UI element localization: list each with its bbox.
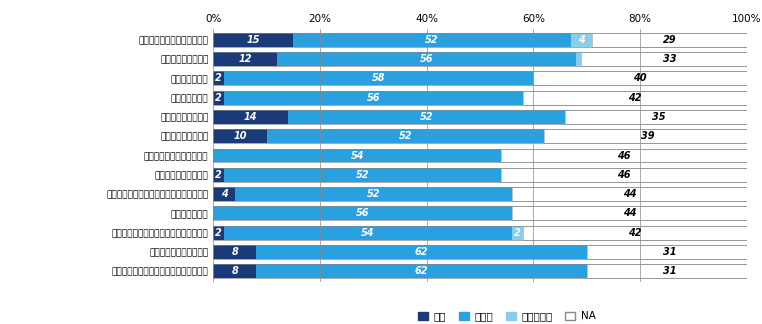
Text: 56: 56: [356, 208, 370, 218]
Text: 2: 2: [514, 228, 520, 238]
Bar: [587, 264, 752, 278]
Bar: [587, 245, 752, 259]
Text: 2: 2: [216, 73, 222, 83]
Text: 56: 56: [367, 93, 380, 103]
Text: 4: 4: [221, 189, 227, 199]
Text: 42: 42: [628, 228, 642, 238]
Bar: [213, 110, 288, 124]
Bar: [213, 129, 752, 143]
Text: 46: 46: [617, 151, 631, 160]
Bar: [224, 71, 533, 85]
Bar: [501, 149, 747, 162]
Bar: [213, 149, 501, 162]
Bar: [213, 91, 747, 105]
Bar: [213, 52, 277, 66]
Bar: [213, 52, 757, 66]
Bar: [512, 206, 747, 220]
Bar: [213, 33, 293, 47]
Text: 56: 56: [420, 54, 434, 64]
Bar: [581, 52, 757, 66]
Bar: [235, 187, 512, 201]
Text: 46: 46: [617, 170, 631, 180]
Bar: [523, 91, 747, 105]
Bar: [288, 110, 565, 124]
Text: 52: 52: [367, 189, 380, 199]
Bar: [213, 206, 747, 220]
Bar: [256, 264, 587, 278]
Bar: [213, 187, 235, 201]
Bar: [592, 33, 747, 47]
Text: 8: 8: [232, 266, 238, 276]
Bar: [213, 91, 224, 105]
Bar: [213, 129, 267, 143]
Bar: [544, 129, 752, 143]
Bar: [512, 187, 747, 201]
Text: 12: 12: [239, 54, 252, 64]
Text: 29: 29: [663, 35, 676, 45]
Bar: [213, 71, 747, 85]
Bar: [256, 245, 587, 259]
Text: 4: 4: [578, 35, 584, 45]
Bar: [213, 110, 752, 124]
Bar: [576, 52, 581, 66]
Bar: [224, 91, 523, 105]
Bar: [213, 206, 512, 220]
Text: 44: 44: [623, 208, 636, 218]
Text: 35: 35: [652, 112, 665, 122]
Bar: [277, 52, 576, 66]
Text: 14: 14: [244, 112, 258, 122]
Bar: [213, 33, 747, 47]
Bar: [213, 245, 256, 259]
Bar: [213, 264, 752, 278]
Text: 52: 52: [420, 112, 434, 122]
Text: 2: 2: [216, 170, 222, 180]
Text: 2: 2: [216, 228, 222, 238]
Text: 52: 52: [425, 35, 439, 45]
Text: 8: 8: [232, 247, 238, 257]
Bar: [213, 187, 747, 201]
Bar: [512, 226, 523, 240]
Text: 40: 40: [633, 73, 647, 83]
Text: 58: 58: [372, 73, 386, 83]
Bar: [213, 245, 752, 259]
Bar: [523, 226, 747, 240]
Bar: [224, 168, 501, 182]
Text: 31: 31: [663, 247, 676, 257]
Text: 33: 33: [663, 54, 676, 64]
Text: 44: 44: [623, 189, 636, 199]
Text: 54: 54: [361, 228, 375, 238]
Legend: はい, いいえ, わからない, NA: はい, いいえ, わからない, NA: [414, 307, 600, 324]
Text: 31: 31: [663, 266, 676, 276]
Bar: [267, 129, 544, 143]
Bar: [224, 226, 512, 240]
Bar: [213, 264, 256, 278]
Text: 2: 2: [216, 93, 222, 103]
Text: 54: 54: [351, 151, 364, 160]
Bar: [213, 226, 224, 240]
Bar: [571, 33, 592, 47]
Bar: [213, 168, 224, 182]
Text: 15: 15: [247, 35, 260, 45]
Bar: [213, 149, 747, 162]
Bar: [213, 71, 224, 85]
Text: 52: 52: [356, 170, 370, 180]
Text: 39: 39: [642, 131, 655, 141]
Text: 10: 10: [233, 131, 247, 141]
Bar: [501, 168, 747, 182]
Text: 52: 52: [399, 131, 412, 141]
Bar: [293, 33, 571, 47]
Bar: [565, 110, 752, 124]
Bar: [533, 71, 747, 85]
Bar: [213, 226, 747, 240]
Bar: [213, 168, 747, 182]
Text: 42: 42: [628, 93, 642, 103]
Text: 62: 62: [415, 266, 428, 276]
Text: 62: 62: [415, 247, 428, 257]
